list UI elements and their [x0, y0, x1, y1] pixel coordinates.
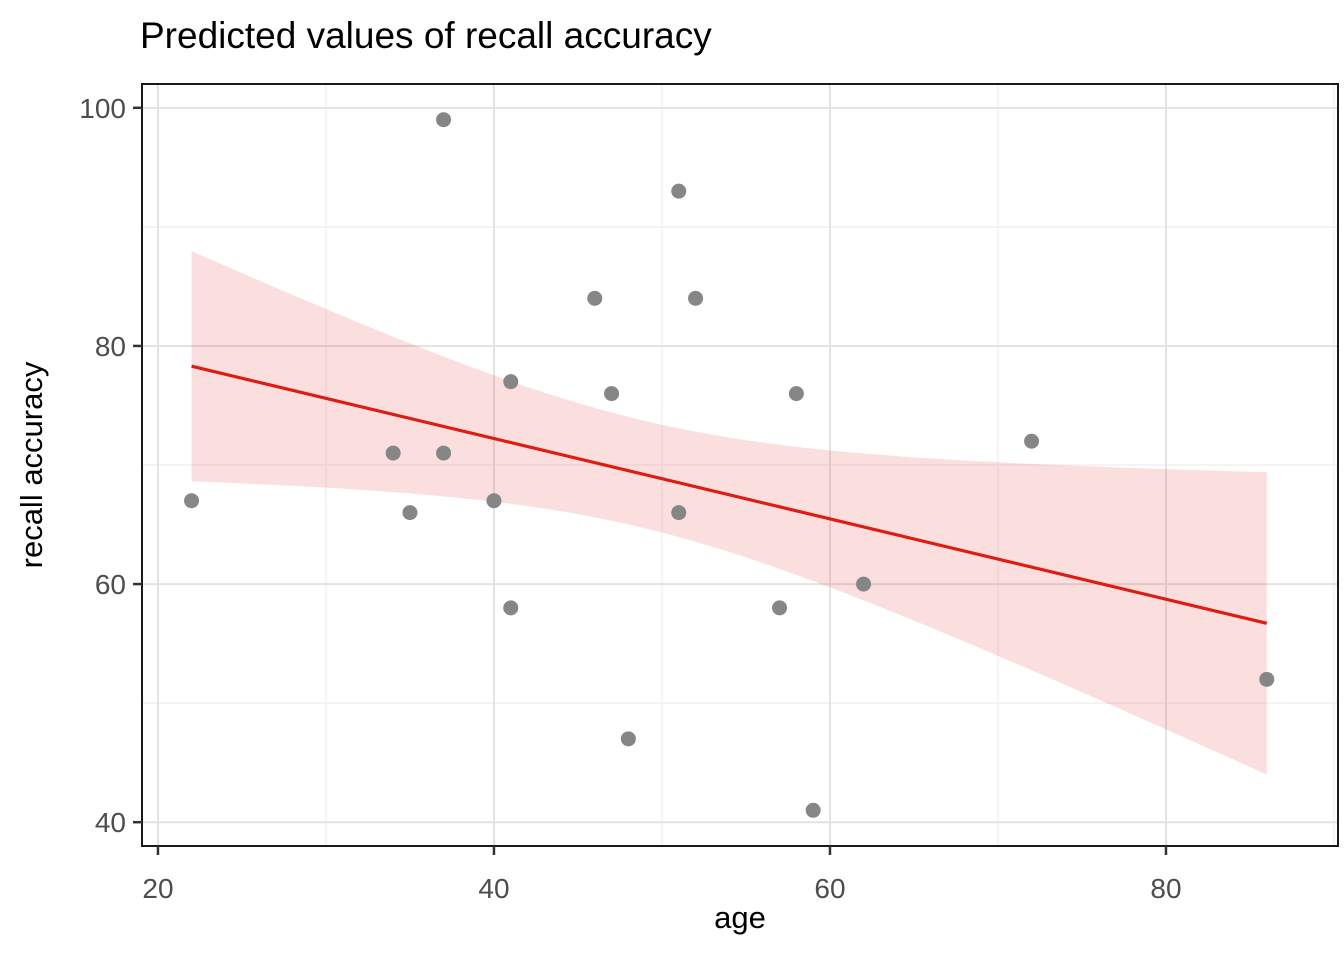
data-point [402, 505, 418, 521]
data-point [688, 290, 704, 306]
y-tick-label: 60 [95, 569, 126, 600]
data-point [772, 600, 788, 616]
gridlines-minor [142, 84, 1338, 846]
data-point [436, 112, 452, 128]
x-axis-label: age [714, 900, 766, 935]
data-point [503, 600, 519, 616]
chart-title: Predicted values of recall accuracy [140, 15, 712, 56]
data-point [671, 183, 687, 199]
axis-ticks [133, 106, 1168, 855]
x-tick-label: 20 [142, 873, 173, 904]
data-point [856, 576, 872, 592]
data-point [184, 493, 200, 509]
y-axis-label: recall accuracy [14, 361, 49, 568]
data-point [1259, 671, 1275, 687]
data-point [788, 386, 804, 402]
y-tick-label: 80 [95, 331, 126, 362]
data-point [503, 374, 519, 390]
data-point [805, 802, 821, 818]
gridlines-major [142, 84, 1338, 846]
panel-border [141, 83, 1339, 847]
data-point [671, 505, 687, 521]
data-point [385, 445, 401, 461]
x-tick-label: 80 [1150, 873, 1181, 904]
x-tick-label: 60 [814, 873, 845, 904]
confidence-band-polygon [191, 251, 1267, 775]
axis-tick-labels: 20 40 60 80 40 60 80 100 [79, 93, 1181, 904]
data-point [620, 731, 636, 747]
data-point [1024, 433, 1040, 449]
data-points [184, 112, 1275, 818]
confidence-band [191, 251, 1267, 775]
y-tick-label: 40 [95, 807, 126, 838]
regression-line-segment [191, 364, 1268, 625]
data-point [486, 493, 502, 509]
data-point [604, 386, 620, 402]
y-tick-label: 100 [79, 93, 126, 124]
x-tick-label: 40 [478, 873, 509, 904]
regression-line [191, 364, 1268, 625]
data-point [436, 445, 452, 461]
data-point [587, 290, 603, 306]
